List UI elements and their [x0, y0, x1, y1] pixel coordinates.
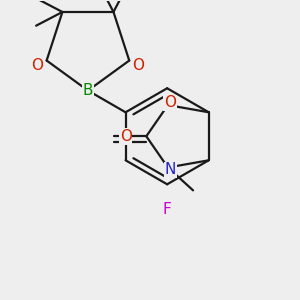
- Text: F: F: [163, 202, 172, 217]
- Text: O: O: [132, 58, 144, 73]
- Text: O: O: [32, 58, 44, 73]
- Text: N: N: [164, 162, 176, 177]
- Text: O: O: [120, 129, 132, 144]
- Text: O: O: [164, 95, 176, 110]
- Text: B: B: [83, 83, 93, 98]
